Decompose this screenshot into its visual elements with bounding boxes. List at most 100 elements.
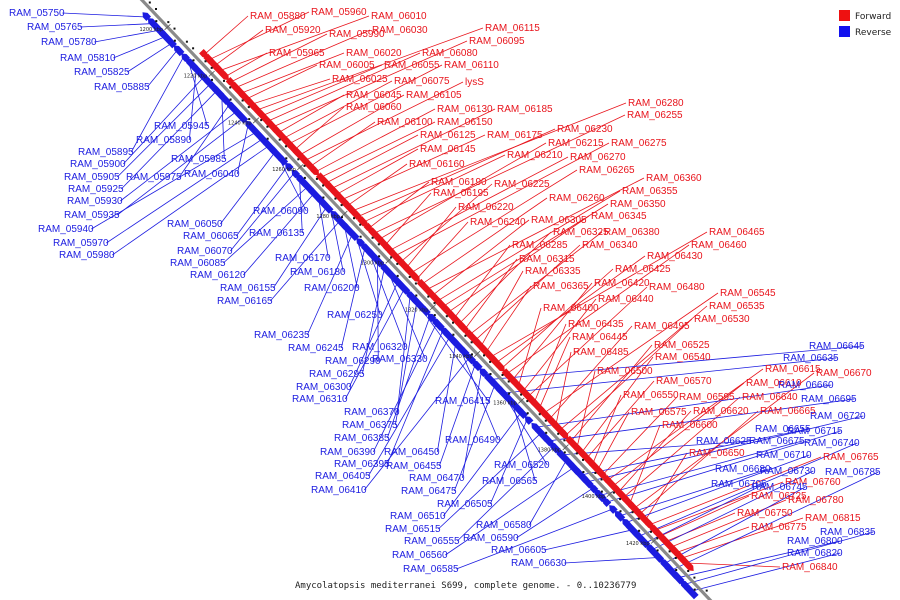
reverse-gene-label: RAM_05885 <box>94 82 150 93</box>
forward-gene-label: RAM_06160 <box>409 159 465 170</box>
backbone-dot <box>414 282 417 285</box>
forward-gene-arrow <box>426 288 437 300</box>
backbone-dot <box>656 537 659 540</box>
reverse-leader-line <box>675 540 841 579</box>
backbone-dot <box>582 471 585 473</box>
backbone-dot <box>148 1 151 4</box>
reverse-leader-line <box>688 552 841 593</box>
reverse-leader-line <box>344 229 358 289</box>
reverse-gene-label: RAM_05925 <box>68 184 124 195</box>
forward-gene-label: RAM_06345 <box>591 211 647 222</box>
tick-label: 1380 kbp <box>538 447 562 453</box>
forward-leader-line <box>386 192 432 244</box>
reverse-leader-line <box>367 338 450 477</box>
backbone-dot <box>297 158 300 161</box>
reverse-leader-line <box>357 242 381 316</box>
forward-leader-line <box>582 356 654 452</box>
reverse-gene-label: RAM_06515 <box>385 524 441 535</box>
backbone-dot <box>575 452 578 455</box>
backbone-dot <box>241 99 244 102</box>
forward-gene-label: RAM_06480 <box>649 282 705 293</box>
backbone-dot <box>687 570 690 572</box>
reverse-leader-line <box>453 386 495 492</box>
forward-gene-arrow <box>447 311 459 323</box>
backbone-dot <box>260 119 263 122</box>
forward-leader-line <box>380 142 547 239</box>
forward-gene-label: RAM_06615 <box>765 364 821 375</box>
forward-leader-line <box>561 305 708 429</box>
backbone-dot <box>520 393 523 396</box>
forward-gene-label: RAM_06045 <box>346 90 402 101</box>
forward-gene-arrow <box>496 362 505 372</box>
reverse-gene-arrow <box>531 422 540 432</box>
reverse-gene-label: RAM_06310 <box>292 394 348 405</box>
backbone-dot <box>371 236 374 239</box>
forward-leader-line <box>625 396 741 497</box>
forward-gene-arrow <box>257 110 266 120</box>
reverse-gene-label: RAM_06165 <box>217 296 273 307</box>
tick-mark <box>385 257 392 264</box>
reverse-gene-arrow <box>356 238 365 247</box>
forward-gene-label: RAM_06130 <box>437 104 493 115</box>
reverse-gene-label: RAM_06590 <box>463 533 519 544</box>
reverse-leader-line <box>438 434 540 530</box>
forward-leader-line <box>502 268 614 368</box>
reverse-gene-label: RAM_06705 <box>711 479 767 490</box>
forward-leader-line <box>301 94 405 155</box>
backbone-dot <box>452 321 454 324</box>
reverse-leader-line <box>528 461 566 526</box>
forward-gene-label: RAM_06760 <box>785 477 841 488</box>
reverse-gene-label: RAM_06510 <box>390 511 446 522</box>
reverse-gene-label: RAM_05975 <box>126 172 182 183</box>
forward-gene-label: RAM_06725 <box>751 491 807 502</box>
forward-leader-line <box>359 128 556 217</box>
reverse-gene-label: RAM_06710 <box>756 450 812 461</box>
reverse-leader-line <box>386 317 430 439</box>
forward-leader-line <box>418 221 469 278</box>
genome-backbone <box>139 0 713 600</box>
forward-leader-line <box>338 148 419 194</box>
backbone-dot <box>340 204 343 207</box>
forward-gene-label: RAM_06750 <box>737 508 793 519</box>
tick-mark <box>164 24 171 31</box>
reverse-leader-line <box>436 345 456 453</box>
forward-leader-line <box>630 424 661 502</box>
forward-gene-label: RAM_05880 <box>250 11 306 22</box>
reverse-gene-arrow <box>479 368 489 377</box>
reverse-gene-arrow <box>660 558 671 570</box>
backbone-dot <box>544 419 547 422</box>
forward-leader-line <box>211 11 310 60</box>
forward-gene-arrow <box>225 77 235 86</box>
forward-leader-line <box>221 15 370 71</box>
reverse-gene-label: RAM_06820 <box>787 548 843 559</box>
reverse-gene-label: RAM_06715 <box>787 426 843 437</box>
forward-gene-label: RAM_06340 <box>582 240 638 251</box>
reverse-gene-arrow <box>556 449 567 461</box>
backbone-dot <box>204 60 207 63</box>
reverse-leader-line <box>178 105 229 178</box>
forward-leader-line <box>609 368 764 480</box>
reverse-gene-label: RAM_06800 <box>787 536 843 547</box>
forward-gene-label: RAM_06255 <box>627 110 683 121</box>
tick-label: 1240 kbp <box>228 120 252 126</box>
forward-gene-label: RAM_05960 <box>311 7 367 18</box>
tick-mark <box>341 210 348 217</box>
forward-leader-line <box>407 206 457 267</box>
forward-gene-label: RAM_06275 <box>611 138 667 149</box>
tick-label: 1340 kbp <box>449 354 473 360</box>
reverse-leader-line <box>370 256 406 348</box>
forward-leader-line <box>455 244 511 317</box>
forward-gene-label: RAM_06445 <box>572 332 628 343</box>
reverse-leader-line <box>146 50 177 88</box>
forward-gene-label: RAM_05965 <box>269 48 325 59</box>
backbone-dot <box>322 184 325 187</box>
reverse-leader-line <box>348 283 398 388</box>
forward-gene-label: RAM_06665 <box>760 406 816 417</box>
reverse-gene-label: RAM_06410 <box>311 485 367 496</box>
reverse-gene-label: RAM_06720 <box>810 411 866 422</box>
reverse-gene-label: RAM_05810 <box>60 53 116 64</box>
reverse-leader-line <box>120 112 236 202</box>
tick-mark <box>297 164 304 171</box>
reverse-leader-line <box>669 471 879 572</box>
forward-gene-label: RAM_06640 <box>742 392 798 403</box>
